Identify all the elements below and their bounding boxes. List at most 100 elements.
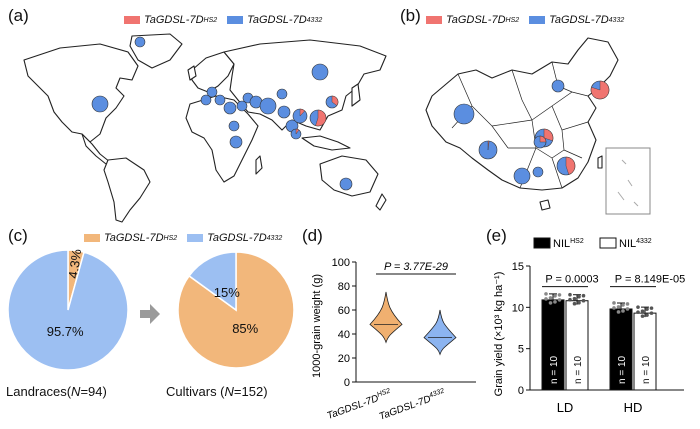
legend-c-item-hs2: TaGDSL-7D HS2 [84, 232, 177, 244]
bar-annotation-0: P = 0.0003 [545, 274, 598, 286]
legend-c: TaGDSL-7D HS2 TaGDSL-7D 4332 [84, 232, 292, 244]
world-pie-18-hs2-slice [331, 95, 339, 106]
pie-title-cultivars: Cultivars (N=152) [166, 384, 268, 399]
world-pie-8-base [236, 100, 248, 112]
china-pie-2-hs2-slice [487, 140, 490, 151]
bar-dot-3-3 [649, 306, 654, 310]
world-pie-3-base [200, 94, 212, 106]
violin-xlabel-sup-1: 4332 [428, 388, 445, 400]
world-pie-19-hs2-slice [295, 128, 300, 135]
violin-shape-0 [369, 291, 403, 344]
legend-c-swatch-hs2 [84, 234, 100, 242]
bar-dot-1-4 [568, 297, 572, 302]
world-pie-1 [134, 36, 146, 48]
world-pie-17 [309, 109, 327, 127]
china-pie-2 [478, 140, 498, 160]
panel-label-e: (e) [486, 226, 507, 245]
bar-dot-1-0 [568, 292, 572, 297]
world-pie-2 [311, 63, 329, 81]
map-inset-frame [605, 147, 651, 215]
bar-dot-2-7 [625, 307, 630, 311]
bar-dot-1-6 [577, 294, 581, 299]
map-central-america [81, 133, 111, 165]
legend-label-4332: TaGDSL-7D [247, 14, 307, 26]
legend-b-label-4332: TaGDSL-7D [549, 14, 609, 26]
world-pie-0-base [91, 95, 109, 113]
bar-category-1: HD [624, 400, 643, 415]
bar-dot-2-1 [616, 305, 621, 309]
legend-sup-hs2: HS2 [203, 16, 218, 24]
world-pie-0 [91, 95, 109, 113]
bar-ytick-label-3: 15 [512, 261, 524, 273]
bar-ytick-label-2: 10 [512, 302, 524, 314]
legend-item-hs2: TaGDSL-7D HS2 [124, 14, 217, 26]
china-pie-8-base [532, 166, 544, 178]
china-pie-3 [590, 80, 610, 100]
bar-legend-label-0: NILHS2 [553, 238, 584, 250]
bar-dot-2-4 [612, 306, 616, 310]
violin-ytick-label-0: 0 [344, 377, 350, 389]
legend-b-swatch-hs2 [426, 16, 442, 24]
china-pie-1-base [551, 79, 565, 93]
china-pie-6 [533, 135, 547, 149]
pie-cultivars-label-0: 85% [232, 321, 258, 336]
violin-ytick-label-5: 100 [332, 257, 350, 269]
legend-b: TaGDSL-7D HS2 TaGDSL-7D 4332 [426, 14, 634, 26]
world-pie-17-hs2-slice [315, 109, 327, 127]
china-pie-3-hs2-slice [590, 80, 610, 100]
legend-item-4332: TaGDSL-7D 4332 [227, 14, 322, 26]
violin-xlabel-sup-0: HS2 [376, 388, 391, 399]
china-pie-0-base [453, 103, 475, 125]
legend-c-sup-4332: 4332 [266, 234, 283, 242]
bar-dot-0-6 [553, 294, 557, 298]
bar-dot-3-1 [640, 309, 645, 313]
bar-legend-swatch-0 [533, 237, 551, 249]
world-pie-8 [236, 100, 248, 112]
map-new-zealand [375, 193, 387, 211]
pie-title-landraces-prefix: Landraces( [6, 384, 72, 399]
china-map [425, 37, 651, 215]
bar-dot-1-3 [581, 293, 586, 298]
legend-b-sup-4332: 4332 [608, 16, 625, 24]
world-pie-14-base [229, 135, 243, 149]
china-pie-7-base [513, 167, 531, 185]
panel-label-b: (b) [400, 6, 421, 25]
world-pie-12 [276, 88, 288, 100]
panel-label-d: (d) [302, 226, 323, 245]
pie-title-cultivars-n: N [224, 384, 234, 399]
world-pie-11-base [277, 105, 291, 119]
bar-legend-sup-0: HS2 [570, 238, 584, 245]
world-pie-14 [229, 135, 243, 149]
bar-dot-3-4 [636, 310, 640, 314]
legend-a: TaGDSL-7D HS2 TaGDSL-7D 4332 [124, 14, 332, 26]
world-pie-4 [206, 86, 218, 98]
bar-dot-1-5 [572, 301, 577, 306]
bar-ylabel: Grain yield (×10³ kg ha⁻¹) [493, 272, 505, 397]
bar-dot-0-5 [548, 301, 553, 305]
bar-dot-3-6 [645, 307, 649, 311]
china-pie-1 [551, 79, 565, 93]
pie-title-cultivars-suffix: =152) [233, 384, 268, 399]
pie-charts: 4.3%95.7% 85%15% [7, 248, 295, 371]
bar-n-label-1: n = 10 [573, 355, 584, 384]
bar-dot-3-0 [636, 305, 640, 309]
bar-dot-1-2 [577, 300, 581, 305]
world-pie-20 [339, 177, 353, 191]
violin-ytick-label-1: 20 [338, 353, 350, 365]
world-pie-3 [200, 94, 212, 106]
legend-label-hs2: TaGDSL-7D [144, 14, 204, 26]
pie-title-landraces-suffix: =94) [80, 384, 107, 399]
violin-chart: 1000-grain weight (g) 0 20 40 60 80 100 P = 3… [311, 257, 476, 423]
map-north-america [23, 43, 139, 143]
legend-b-swatch-4332 [529, 16, 546, 24]
pie-landraces-label-1: 95.7% [47, 324, 84, 339]
bar-n-label-0: n = 10 [549, 355, 560, 384]
world-pie-12-base [276, 88, 288, 100]
china-pie-7 [513, 167, 531, 185]
bar-dot-2-0 [612, 301, 616, 305]
map-australia [319, 155, 379, 197]
violin-ytick-label-2: 40 [338, 329, 350, 341]
legend-swatch-hs2 [124, 16, 140, 24]
map-indonesia [301, 135, 351, 151]
bar-dot-0-1 [548, 296, 553, 300]
